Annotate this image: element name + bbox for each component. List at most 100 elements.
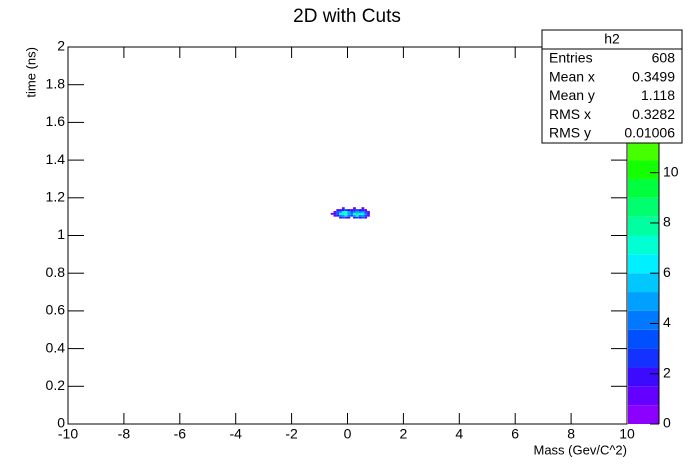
palette-band (628, 197, 659, 217)
heatmap-cell (333, 210, 337, 213)
heatmap-cell (336, 210, 340, 213)
palette-band (628, 310, 659, 330)
stats-title: h2 (604, 31, 620, 47)
stats-label: Mean x (549, 68, 595, 84)
heatmap-cell (355, 210, 359, 213)
chart-title: 2D with Cuts (293, 6, 401, 27)
x-tick-label: 6 (511, 426, 519, 442)
heatmap-cell (341, 210, 345, 213)
stats-value: 0.3282 (632, 106, 675, 122)
y-tick-label: 1.8 (46, 75, 66, 91)
heatmap-cell (347, 212, 351, 215)
heatmap-cell (364, 212, 368, 215)
palette-band (628, 329, 659, 349)
heatmap-cell (350, 214, 354, 217)
heatmap-cell (361, 214, 365, 217)
heatmap-cell (344, 212, 348, 215)
heatmap-cell (355, 214, 359, 217)
z-tick-label: 0 (663, 415, 671, 431)
heatmap-cell (344, 214, 348, 217)
heatmap-cell (339, 216, 342, 219)
palette-band (628, 405, 659, 424)
x-tick-label: 0 (344, 426, 352, 442)
x-tick-label: -10 (58, 426, 78, 442)
z-tick-label: 10 (663, 163, 679, 179)
y-tick-label: 0.4 (46, 339, 66, 355)
heatmap-cell (358, 216, 362, 219)
z-tick-label: 8 (663, 214, 671, 230)
heatmap-cell (341, 209, 345, 211)
heatmap-cell (353, 216, 356, 219)
palette-band (628, 141, 659, 161)
heatmap-cell (361, 216, 365, 219)
x-tick-label: 10 (619, 426, 635, 442)
heatmap-cell (347, 216, 351, 219)
x-tick-label: -4 (229, 426, 242, 442)
heatmap-cell (358, 210, 362, 213)
heatmap-cell (367, 214, 370, 217)
heatmap-cell (350, 210, 354, 213)
palette-band (628, 386, 659, 406)
y-tick-label: 0.8 (46, 264, 66, 280)
heatmap-cell (336, 209, 340, 211)
heatmap-cell (364, 210, 368, 213)
heatmap-cell (358, 209, 362, 211)
heatmap-cell (355, 216, 359, 219)
heatmap-cell (336, 214, 340, 217)
heatmap-cell (361, 207, 365, 210)
y-tick-label: 0.6 (46, 302, 66, 318)
y-tick-label: 1 (57, 226, 65, 242)
heatmap-cell (339, 212, 342, 215)
y-tick-label: 1.2 (46, 189, 66, 205)
heatmap-cell (341, 212, 345, 215)
heatmap-cell (339, 209, 342, 211)
heatmap-cell (344, 216, 348, 219)
stats-value: 0.01006 (624, 125, 675, 141)
palette-band (628, 348, 659, 368)
stats-label: RMS y (549, 125, 591, 141)
heatmap-cell (353, 209, 356, 211)
heatmap-cell (358, 212, 362, 215)
heatmap-cell (333, 212, 337, 215)
x-tick-label: -2 (285, 426, 298, 442)
palette-band (628, 216, 659, 236)
y-tick-label: 1.6 (46, 113, 66, 129)
heatmap-cell (341, 216, 345, 219)
heatmap-cell (347, 210, 351, 213)
palette-band (628, 235, 659, 255)
heatmap-cell (367, 212, 370, 215)
stats-label: RMS x (549, 106, 591, 122)
y-axis-title: time (ns) (23, 47, 38, 98)
heatmap-cell (347, 209, 351, 211)
heatmap-cell (333, 214, 337, 217)
z-tick-label: 2 (663, 364, 671, 380)
z-tick-label: 4 (663, 314, 671, 330)
palette-band (628, 178, 659, 198)
y-tick-label: 2 (57, 38, 65, 54)
heatmap-cell (353, 212, 356, 215)
heatmap-cell (361, 210, 365, 213)
heatmap-cell (364, 209, 368, 211)
heatmap-cell (350, 209, 354, 211)
heatmap-cell (341, 214, 345, 217)
heatmap-cell (350, 212, 354, 215)
y-tick-label: 1.4 (46, 151, 66, 167)
palette-band (628, 254, 659, 274)
x-tick-label: -6 (174, 426, 187, 442)
x-tick-label: 2 (400, 426, 408, 442)
palette-band (628, 367, 659, 387)
stats-value: 608 (652, 50, 676, 66)
heatmap-cell (347, 214, 351, 217)
heatmap-cell (367, 210, 370, 213)
palette-band (628, 273, 659, 293)
stats-value: 1.118 (641, 87, 675, 103)
stats-label: Entries (549, 50, 593, 66)
heatmap-cell (336, 212, 340, 215)
heatmap-cell (330, 212, 334, 215)
heatmap-cell (355, 212, 359, 215)
heatmap-cell (353, 214, 356, 217)
y-tick-label: 0.2 (46, 377, 66, 393)
x-tick-label: 4 (455, 426, 463, 442)
z-tick-label: 6 (663, 264, 671, 280)
stats-label: Mean y (549, 87, 595, 103)
